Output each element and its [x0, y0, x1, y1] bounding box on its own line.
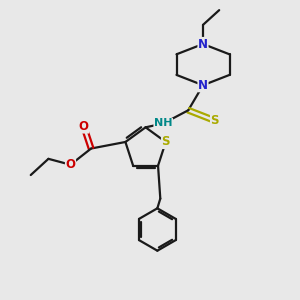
Text: N: N	[198, 79, 208, 92]
Text: S: S	[211, 114, 219, 127]
Text: N: N	[198, 38, 208, 50]
Text: NH: NH	[154, 118, 172, 128]
Text: O: O	[65, 158, 76, 171]
Text: S: S	[161, 136, 170, 148]
Text: O: O	[79, 120, 89, 133]
